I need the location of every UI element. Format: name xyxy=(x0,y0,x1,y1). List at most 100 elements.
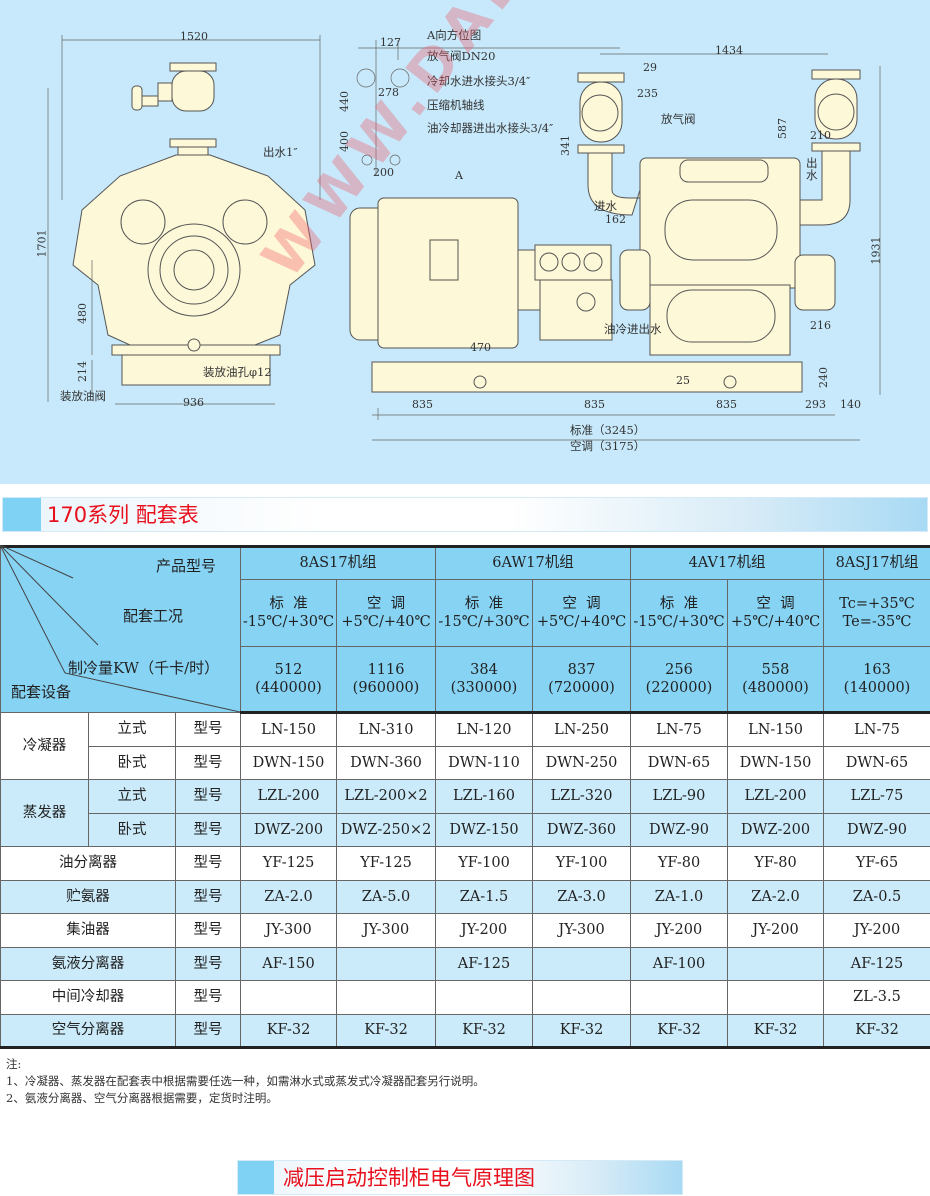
capacity-kw: 163 xyxy=(863,661,891,678)
row-label: 贮氨器 xyxy=(0,879,176,914)
value-cell: LN-150 xyxy=(727,712,825,747)
corner-header-cell: 产品型号 配套工况 制冷量KW（千卡/时） 配套设备 xyxy=(0,546,242,713)
technical-drawing: 1520 1701 480 214 936 出水1″ 装放油孔φ12 装放油阀 … xyxy=(0,0,930,484)
cool-in-label: 冷却水进水接头3/4″ xyxy=(427,74,531,88)
value-cell: JY-200 xyxy=(630,913,729,948)
dim-587: 587 xyxy=(776,118,789,139)
table-row: 空气分离器 型号 KF-32 KF-32 KF-32 KF-32 KF-32 KF-32 KF-… xyxy=(0,1013,930,1048)
capacity-kcal: (720000) xyxy=(548,680,615,696)
capacity-cell: 1116 (960000) xyxy=(336,646,437,714)
dim-height: 1701 xyxy=(35,229,49,258)
capacity-cell: 256 (220000) xyxy=(630,646,729,714)
capacity-kw: 837 xyxy=(567,661,596,678)
value-cell: KF-32 xyxy=(435,1013,534,1048)
value-cell: ZA-2.0 xyxy=(727,879,825,914)
value-cell: DWZ-200 xyxy=(240,812,338,847)
capacity-kcal: (330000) xyxy=(450,680,518,696)
condition-range: Te=-35℃ xyxy=(842,614,912,630)
value-cell: DWN-65 xyxy=(630,745,729,780)
vent-label-side: 放气阀 xyxy=(661,112,696,126)
type-label: 型号 xyxy=(174,779,242,814)
outlet-label: 出水1″ xyxy=(263,145,298,159)
value-cell: ZA-5.0 xyxy=(336,879,437,914)
dim-278: 278 xyxy=(378,86,399,99)
value-cell: YF-65 xyxy=(823,846,930,881)
dim-235: 235 xyxy=(637,87,658,100)
type-label: 型号 xyxy=(174,879,242,914)
dim-240: 240 xyxy=(817,367,830,388)
table-row: 中间冷却器 型号 ZL-3.5 xyxy=(0,980,930,1015)
section-header: 170系列 配套表 xyxy=(2,497,928,532)
capacity-kw: 1116 xyxy=(367,661,405,678)
capacity-cell: 837 (720000) xyxy=(532,646,632,714)
type-label: 型号 xyxy=(174,946,242,981)
value-cell: JY-300 xyxy=(336,913,437,948)
value-cell: AF-100 xyxy=(630,946,729,981)
type-label: 型号 xyxy=(174,913,242,948)
dim-200: 200 xyxy=(373,166,394,179)
dim-293: 293 xyxy=(805,398,826,411)
value-cell: KF-32 xyxy=(823,1013,930,1048)
capacity-cell: 512 (440000) xyxy=(240,646,338,714)
type-label: 型号 xyxy=(174,980,242,1015)
value-cell: YF-80 xyxy=(630,846,729,881)
dim-1931: 1931 xyxy=(869,236,883,265)
condition-name: Tc=+35℃ xyxy=(839,595,915,612)
value-cell xyxy=(727,946,825,981)
value-cell: YF-100 xyxy=(435,846,534,881)
notes-title: 注: xyxy=(6,1057,22,1071)
dim-width: 1520 xyxy=(180,30,208,43)
value-cell: DWN-110 xyxy=(435,745,534,780)
corner-model: 产品型号 xyxy=(156,557,217,575)
condition-name: 标 准 xyxy=(269,595,308,612)
next-section-header: 减压启动控制柜电气原理图 xyxy=(237,1160,683,1195)
condition-name: 空 调 xyxy=(756,595,795,612)
table-row: 贮氨器 型号 ZA-2.0 ZA-5.0 ZA-1.5 ZA-3.0 ZA-1.0 ZA-2.… xyxy=(0,879,930,914)
value-cell: LN-75 xyxy=(630,712,729,747)
value-cell xyxy=(336,980,437,1015)
type-label: 型号 xyxy=(174,745,242,780)
sub-label: 立式 xyxy=(88,712,176,747)
value-cell: AF-150 xyxy=(240,946,338,981)
value-cell xyxy=(532,946,632,981)
sub-label: 卧式 xyxy=(88,812,176,847)
dim-25: 25 xyxy=(676,374,690,387)
row-label: 中间冷却器 xyxy=(0,980,176,1015)
dim-835-a: 835 xyxy=(412,398,433,411)
value-cell: ZA-3.0 xyxy=(532,879,632,914)
capacity-kcal: (480000) xyxy=(742,680,809,696)
condition-name: 标 准 xyxy=(659,595,699,612)
value-cell: JY-300 xyxy=(532,913,632,948)
value-cell: DWN-360 xyxy=(336,745,437,780)
condition-cell: 空 调 +5℃/+40℃ xyxy=(532,579,632,647)
value-cell xyxy=(532,980,632,1015)
value-cell: AF-125 xyxy=(823,946,930,981)
value-cell: ZA-0.5 xyxy=(823,879,930,914)
value-cell: LZL-320 xyxy=(532,779,632,814)
row-label: 空气分离器 xyxy=(0,1013,176,1048)
row-label: 冷凝器 xyxy=(0,712,89,780)
arrow-a-label: A xyxy=(455,169,463,182)
value-cell: YF-80 xyxy=(727,846,825,881)
a-view-title: A向方位图 xyxy=(427,28,482,42)
capacity-kw: 512 xyxy=(274,661,303,678)
dim-480: 480 xyxy=(76,303,89,324)
value-cell: ZL-3.5 xyxy=(823,980,930,1015)
note-item: 1、冷凝器、蒸发器在配套表中根据需要任选一种，如需淋水式或蒸发式冷凝器配套另行说… xyxy=(6,1074,485,1088)
row-label: 油分离器 xyxy=(0,846,176,881)
next-section-title: 减压启动控制柜电气原理图 xyxy=(283,1166,535,1190)
condition-name: 空 调 xyxy=(366,595,406,612)
condition-range: -15℃/+30℃ xyxy=(242,614,335,630)
value-cell: LN-75 xyxy=(823,712,930,747)
group-header: 8ASJ17机组 xyxy=(823,546,930,580)
value-cell: KF-32 xyxy=(336,1013,437,1048)
value-cell: YF-100 xyxy=(532,846,632,881)
value-cell: DWN-150 xyxy=(240,745,338,780)
group-header: 8AS17机组 xyxy=(240,546,437,580)
dim-140: 140 xyxy=(840,398,861,411)
value-cell: LZL-160 xyxy=(435,779,534,814)
dim-127: 127 xyxy=(380,36,401,49)
type-label: 型号 xyxy=(174,1013,242,1048)
matching-table: 产品型号 配套工况 制冷量KW（千卡/时） 配套设备 8AS17机组 6AW17… xyxy=(0,545,930,1049)
value-cell: AF-125 xyxy=(435,946,534,981)
